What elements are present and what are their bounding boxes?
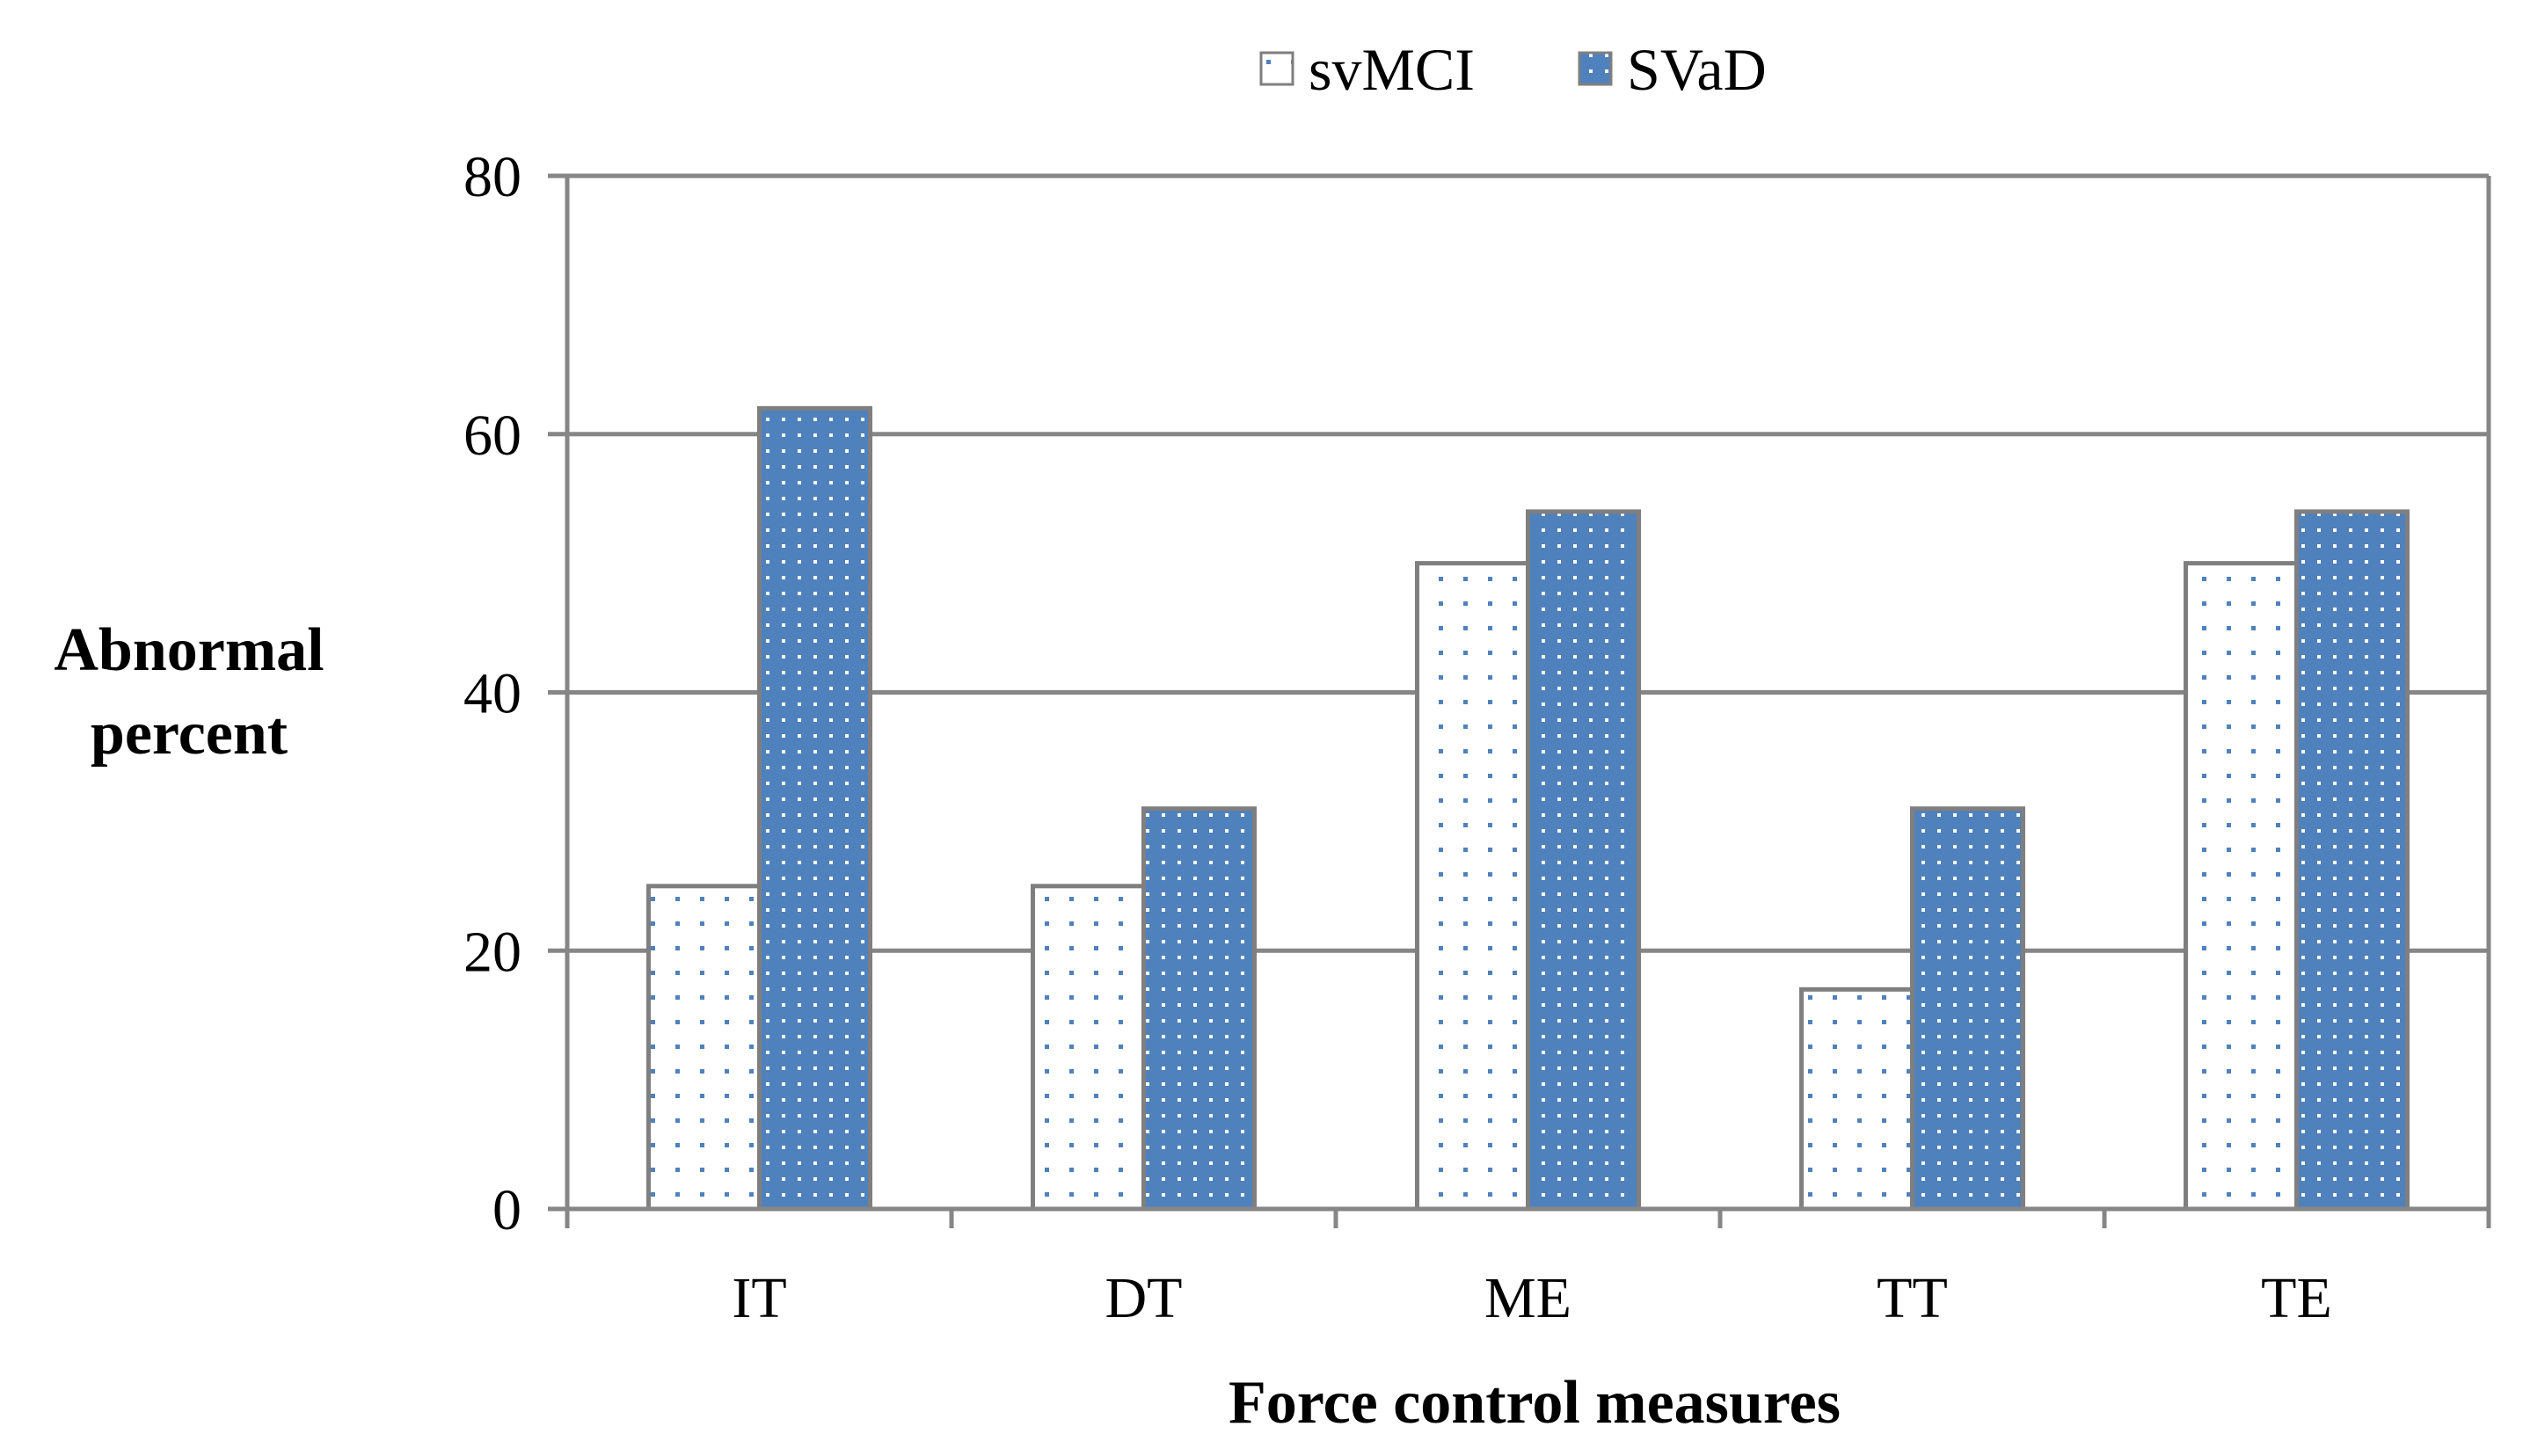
y-axis-title: Abnormal percent [54, 616, 324, 768]
legend: svMCI SVaD [1259, 36, 1767, 103]
bar-svmci-it [646, 884, 762, 1212]
y-tick-label: 20 [463, 920, 521, 984]
x-tick-label: DT [1105, 1266, 1183, 1330]
bar-svmci-te [2184, 561, 2299, 1212]
y-tick-label: 0 [492, 1178, 521, 1242]
legend-label-svmci: svMCI [1309, 36, 1475, 103]
y-tick-label: 40 [463, 662, 521, 726]
x-tick-label: TT [1877, 1266, 1948, 1330]
axes [565, 173, 2491, 1228]
x-tick-label: IT [732, 1266, 786, 1330]
y-tick-label: 80 [463, 145, 521, 209]
bar-svad-tt [1910, 806, 2025, 1212]
legend-swatch-svmci [1259, 51, 1294, 86]
x-tick-label: ME [1484, 1266, 1571, 1330]
bar-svmci-me [1415, 561, 1530, 1212]
y-tick-labels: 0 20 40 60 80 [463, 145, 521, 1242]
bar-svad-it [757, 405, 872, 1212]
bar-svad-dt [1141, 806, 1257, 1212]
x-axis-title: Force control measures [1229, 1369, 1841, 1437]
bars [646, 405, 2410, 1212]
bar-svmci-tt [1799, 986, 1914, 1212]
y-axis-title-line1: Abnormal [54, 616, 324, 684]
bar-svmci-dt [1031, 884, 1146, 1212]
bar-svad-te [2294, 509, 2410, 1212]
x-tick-labels: IT DT ME TT TE [732, 1266, 2331, 1330]
x-tick-label: TE [2261, 1266, 2332, 1330]
legend-swatch-svad [1578, 51, 1613, 86]
bar-svad-me [1526, 509, 1641, 1212]
y-axis-title-line2: percent [91, 700, 288, 768]
y-tick-label: 60 [463, 404, 521, 468]
legend-label-svad: SVaD [1627, 36, 1767, 103]
